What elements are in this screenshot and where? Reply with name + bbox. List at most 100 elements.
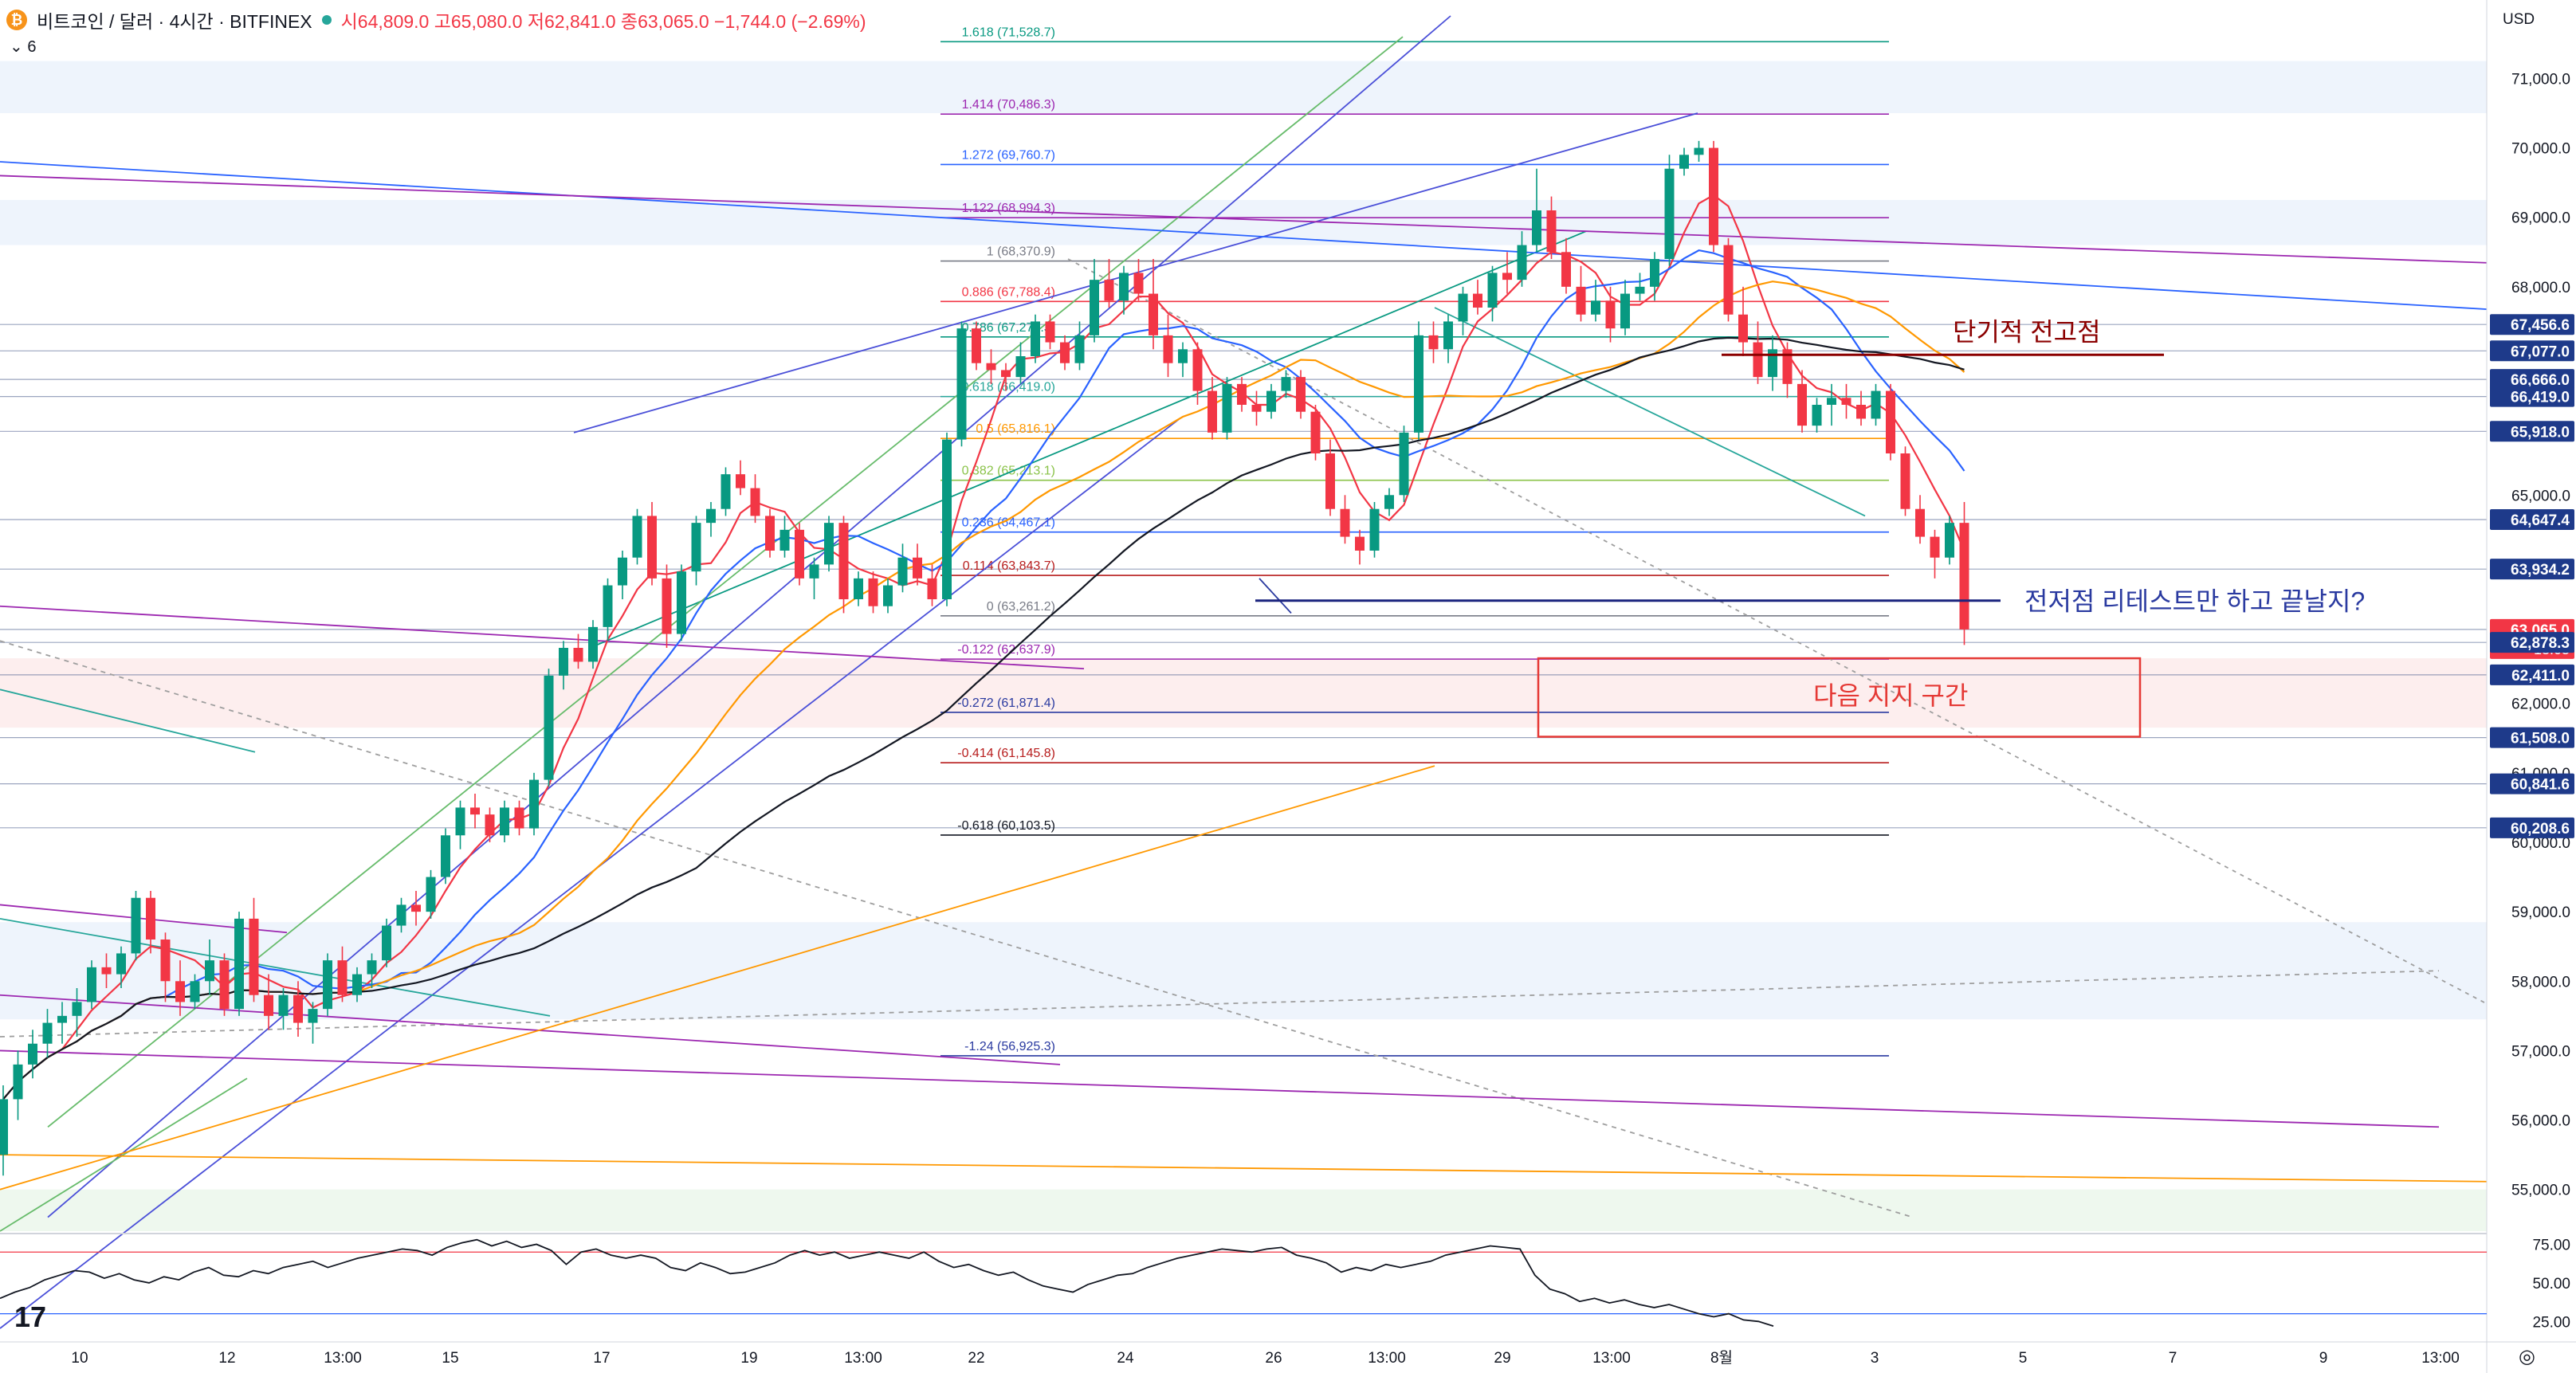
candle-68 bbox=[1001, 370, 1011, 378]
candle-73 bbox=[1074, 335, 1085, 363]
level-badge-label-0: 67,456.6 bbox=[2511, 317, 2570, 334]
time-tick-1: 12 bbox=[218, 1350, 235, 1367]
candle-86 bbox=[1266, 390, 1276, 412]
candle-129 bbox=[1900, 453, 1910, 509]
candle-97 bbox=[1428, 335, 1439, 350]
fib-label-2: 1.272 (69,760.7) bbox=[962, 148, 1055, 162]
candle-11 bbox=[160, 940, 171, 982]
candle-18 bbox=[264, 994, 273, 1016]
candle-3 bbox=[42, 1022, 53, 1044]
zone-band-1 bbox=[0, 199, 2487, 245]
time-tick-11: 29 bbox=[1494, 1350, 1510, 1367]
candle-106 bbox=[1561, 252, 1571, 287]
candle-41 bbox=[603, 585, 613, 627]
rsi-tick-2: 25.00 bbox=[2532, 1314, 2570, 1331]
level-badge-label-9: 62,411.0 bbox=[2511, 668, 2570, 685]
candle-119 bbox=[1753, 342, 1763, 378]
candle-74 bbox=[1090, 280, 1099, 335]
price-tick-7: 60,000.0 bbox=[2511, 835, 2570, 852]
candle-5 bbox=[72, 1002, 82, 1016]
candle-87 bbox=[1281, 377, 1291, 391]
fib-label-17: -1.24 (56,925.3) bbox=[964, 1040, 1055, 1053]
zone-band-0 bbox=[0, 61, 2487, 113]
candle-22 bbox=[323, 960, 332, 1010]
candle-32 bbox=[470, 807, 480, 815]
level-badge-6 bbox=[2490, 559, 2574, 580]
candle-108 bbox=[1591, 300, 1600, 315]
indicator-toggle[interactable]: ⌄ 6 bbox=[10, 38, 37, 56]
candle-51 bbox=[750, 488, 760, 516]
candle-102 bbox=[1502, 273, 1512, 280]
candle-14 bbox=[205, 960, 214, 982]
settings-gear-icon[interactable]: ◎ bbox=[2519, 1346, 2535, 1367]
candle-54 bbox=[795, 529, 804, 579]
price-axis-bg bbox=[2487, 0, 2576, 1373]
candle-132 bbox=[1945, 523, 1954, 558]
candle-125 bbox=[1841, 398, 1852, 405]
trendline-18 bbox=[0, 917, 551, 1017]
indicator-count: 6 bbox=[27, 38, 37, 56]
level-badge-8 bbox=[2490, 632, 2574, 653]
time-tick-17: 9 bbox=[2319, 1350, 2328, 1367]
level-badge-label-5: 64,647.4 bbox=[2511, 512, 2570, 529]
time-tick-12: 13:00 bbox=[1592, 1350, 1631, 1367]
candle-107 bbox=[1576, 286, 1586, 315]
candle-27 bbox=[396, 904, 406, 926]
candle-19 bbox=[278, 994, 289, 1016]
trendline-3 bbox=[47, 15, 1451, 1218]
trendline-16 bbox=[0, 765, 1435, 1191]
bitcoin-icon: ₿ bbox=[6, 10, 27, 30]
candle-55 bbox=[809, 564, 819, 579]
candle-66 bbox=[972, 328, 981, 363]
fib-label-4: 1 (68,370.9) bbox=[987, 245, 1055, 259]
level-badge-label-10: 61,508.0 bbox=[2511, 731, 2570, 747]
candles bbox=[0, 140, 1969, 1176]
time-tick-9: 26 bbox=[1265, 1350, 1282, 1367]
candle-28 bbox=[411, 904, 421, 912]
time-tick-4: 17 bbox=[593, 1350, 610, 1367]
trendline-13 bbox=[0, 1049, 2440, 1128]
rsi-pane: 75.00 50.00 25.00 bbox=[0, 1233, 2570, 1331]
candle-49 bbox=[721, 474, 731, 509]
time-tick-14: 3 bbox=[1871, 1350, 1879, 1367]
candle-67 bbox=[986, 363, 996, 371]
candle-98 bbox=[1443, 321, 1453, 350]
candle-118 bbox=[1738, 314, 1748, 343]
candle-95 bbox=[1399, 432, 1409, 496]
symbol-title[interactable]: 비트코인 / 달러 · 4시간 · BITFINEX bbox=[37, 11, 312, 32]
market-status-dot bbox=[321, 15, 332, 25]
candle-61 bbox=[897, 557, 908, 586]
ohlc-change: −1,744.0 (−2.69%) bbox=[714, 11, 866, 32]
ohlc-close: 종63,065.0 bbox=[620, 11, 709, 32]
tradingview-logo[interactable]: 17 bbox=[14, 1300, 47, 1333]
candle-131 bbox=[1930, 536, 1940, 558]
price-tick-10: 57,000.0 bbox=[2511, 1043, 2570, 1060]
candle-2 bbox=[28, 1043, 37, 1065]
currency-label[interactable]: USD bbox=[2503, 11, 2535, 28]
level-badge-5 bbox=[2490, 509, 2574, 531]
fib-retracement: 1.618 (71,528.7) 1.414 (70,486.3) 1.272 (6… bbox=[940, 25, 1889, 1057]
level-badge-label-4: 65,918.0 bbox=[2511, 424, 2570, 441]
candle-46 bbox=[677, 571, 686, 634]
candle-52 bbox=[765, 516, 775, 551]
time-axis: 10 12 13:00 15 17 19 13:00 22 24 26 13:00 29 13:00 8월… bbox=[0, 1341, 2576, 1367]
candle-17 bbox=[249, 918, 259, 995]
level-badge-9 bbox=[2490, 664, 2574, 685]
trendline-11 bbox=[0, 605, 1085, 670]
candle-123 bbox=[1812, 405, 1822, 426]
candle-109 bbox=[1605, 300, 1616, 329]
next-support-label: 다음 지지 구간 bbox=[1813, 681, 1968, 710]
ohlc-open: 시64,809.0 bbox=[340, 11, 430, 32]
candle-101 bbox=[1487, 273, 1498, 308]
fib-label-15: -0.414 (61,145.8) bbox=[957, 747, 1055, 760]
candle-43 bbox=[632, 516, 642, 558]
level-badge-2 bbox=[2490, 369, 2574, 390]
candle-20 bbox=[293, 994, 303, 1023]
time-tick-15: 5 bbox=[2019, 1350, 2028, 1367]
zone-band-4 bbox=[0, 1189, 2487, 1231]
candle-8 bbox=[116, 953, 126, 975]
candle-7 bbox=[101, 967, 112, 975]
candle-99 bbox=[1458, 293, 1468, 322]
time-tick-2: 13:00 bbox=[324, 1350, 362, 1367]
